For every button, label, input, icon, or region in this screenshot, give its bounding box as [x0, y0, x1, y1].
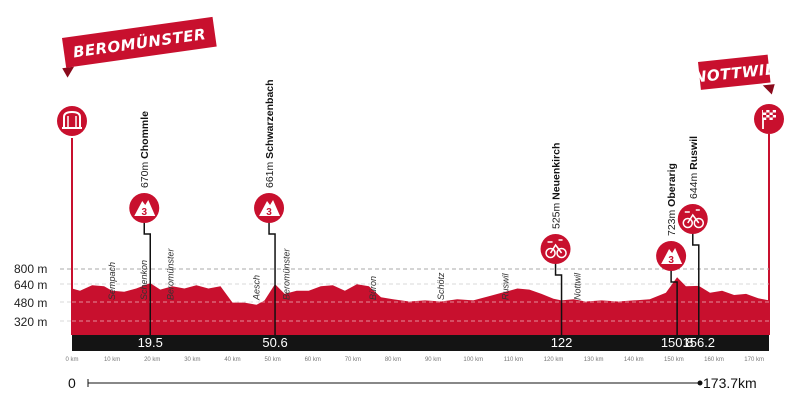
start-gate-icon [57, 106, 87, 136]
climb-name: Ruswil [688, 136, 700, 170]
mountain-climb-icon: 3 [254, 193, 285, 223]
climb-km-label: 150.8 [661, 335, 694, 350]
place-labels: Sempach Schenkon Beromünster Aesch Beromünst… [107, 247, 582, 301]
climb-marker: 3 723m Oberarig 150.8 [656, 163, 693, 350]
climb-marker: 3 661m Schwarzenbach 50.6 [254, 79, 288, 350]
y-axis: 800 m 640 m 480 m 320 m [14, 262, 47, 329]
y-tick-640: 640 m [14, 278, 47, 292]
elevation-profile [72, 277, 769, 335]
place-label: Büron [368, 276, 378, 300]
climb-leader-line [692, 233, 700, 335]
y-tick-800: 800 m [14, 262, 47, 276]
climb-altitude: 723m [666, 207, 678, 236]
bike-sprint-icon [677, 204, 708, 234]
place-label: Nottwil [573, 272, 583, 300]
climb-name: Oberarig [666, 163, 678, 207]
km-tick-label: 20 km [144, 357, 160, 363]
km-tick-label: 160 km [704, 357, 724, 363]
km-tick-label: 120 km [544, 357, 564, 363]
place-label: Ruswil [500, 272, 510, 300]
distance-scale: 0 173.7km [68, 375, 757, 391]
climb-leader-line [554, 263, 563, 335]
finish-banner: NOTTWIL [693, 54, 776, 95]
climb-km-label: 122 [551, 335, 573, 350]
km-tick-label: 110 km [504, 357, 523, 363]
km-tick-label: 10 km [104, 357, 120, 363]
km-tick-label: 140 km [624, 357, 644, 363]
km-tick-label: 150 km [664, 357, 684, 363]
climb-leader-line [670, 270, 678, 335]
climb-label: 644m Ruswil [688, 136, 700, 199]
km-tick-label: 30 km [184, 357, 200, 363]
km-tick-label: 40 km [224, 357, 240, 363]
y-tick-480: 480 m [14, 296, 47, 310]
climb-category: 3 [668, 255, 674, 266]
km-tick-label: 0 km [65, 357, 78, 363]
km-tick-label: 90 km [425, 357, 441, 363]
climb-label: 723m Oberarig [666, 163, 678, 236]
km-tick-label: 130 km [584, 357, 604, 363]
climb-altitude: 661m [264, 159, 276, 188]
scale-start-label: 0 [68, 375, 76, 391]
km-tick-label: 50 km [264, 357, 280, 363]
mountain-climb-icon: 3 [656, 241, 687, 271]
y-tick-320: 320 m [14, 315, 47, 329]
place-label: Beromünster [282, 247, 292, 300]
climb-name: Neuenkirch [551, 143, 563, 200]
climb-marker: 3 670m Chommle 19.5 [129, 111, 163, 350]
climb-label: 670m Chommle [139, 111, 151, 188]
climb-leader-line [268, 222, 276, 335]
climb-altitude: 525m [551, 200, 563, 229]
climb-marker: 525m Neuenkirch 122 [540, 143, 573, 350]
km-tick-label: 60 km [305, 357, 321, 363]
climb-name: Chommle [139, 111, 151, 159]
km-ticks: 0 km 10 km 20 km 30 km 40 km 50 km 60 km 70 km 8… [65, 357, 764, 363]
climb-category: 3 [266, 207, 272, 218]
place-label: Schenkon [139, 260, 149, 300]
climb-altitude: 670m [139, 159, 151, 188]
place-label: Beromünster [165, 247, 175, 300]
climb-km-label: 19.5 [138, 335, 163, 350]
bike-sprint-icon [540, 234, 571, 264]
km-bar [72, 335, 769, 351]
mountain-climb-icon: 3 [129, 193, 160, 223]
climb-label: 661m Schwarzenbach [264, 79, 276, 188]
start-banner: BEROMÜNSTER [62, 16, 217, 78]
climb-marker: 644m Ruswil 156.2 [677, 136, 716, 350]
km-tick-label: 100 km [463, 357, 483, 363]
climb-label: 525m Neuenkirch [551, 143, 563, 229]
climb-leader-line [143, 222, 151, 335]
climb-km-label: 156.2 [683, 335, 716, 350]
climb-altitude: 644m [688, 170, 700, 199]
km-tick-label: 170 km [744, 357, 764, 363]
place-label: Schötz [436, 272, 446, 300]
climb-km-label: 50.6 [262, 335, 287, 350]
place-label: Aesch [252, 275, 262, 301]
climb-category: 3 [141, 207, 147, 218]
climb-markers: 3 670m Chommle 19.5 3 661m Schwarzenbach 50.6… [129, 79, 715, 350]
place-label: Sempach [107, 262, 117, 300]
km-tick-label: 80 km [385, 357, 401, 363]
km-tick-label: 70 km [345, 357, 361, 363]
climb-name: Schwarzenbach [264, 79, 276, 158]
checkered-flag-icon [754, 104, 784, 134]
scale-total-label: 173.7km [703, 375, 757, 391]
